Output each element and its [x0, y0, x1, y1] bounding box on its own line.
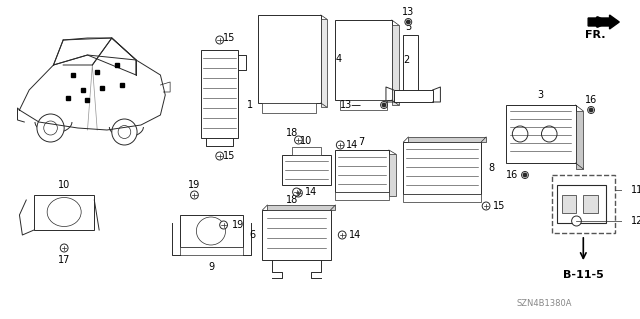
Bar [292, 147, 321, 155]
Text: 11: 11 [630, 185, 640, 195]
Text: 10: 10 [58, 180, 70, 190]
Circle shape [294, 136, 302, 144]
Bar [335, 192, 389, 200]
Bar [575, 111, 583, 169]
Text: 12: 12 [630, 216, 640, 226]
Circle shape [405, 19, 412, 26]
Text: 15: 15 [493, 201, 505, 211]
Circle shape [191, 191, 198, 199]
Text: 7: 7 [358, 137, 365, 147]
Bar [403, 35, 418, 100]
Circle shape [37, 114, 64, 142]
Text: SZN4B1380A: SZN4B1380A [516, 299, 572, 308]
Circle shape [524, 173, 527, 177]
Bar [335, 150, 389, 192]
Circle shape [337, 141, 344, 149]
Circle shape [482, 202, 490, 210]
Bar [562, 195, 577, 213]
Text: 8: 8 [488, 163, 494, 173]
Text: 3: 3 [538, 90, 543, 100]
Bar [201, 50, 238, 138]
Text: 17: 17 [58, 255, 70, 265]
Text: B-11-5: B-11-5 [563, 270, 604, 280]
Circle shape [60, 244, 68, 252]
Bar [403, 194, 481, 202]
Circle shape [572, 216, 581, 226]
Bar [34, 195, 94, 230]
Bar [403, 142, 481, 194]
Circle shape [541, 126, 557, 142]
Circle shape [339, 231, 346, 239]
Bar [321, 19, 326, 107]
Text: 2: 2 [403, 55, 410, 65]
Circle shape [382, 103, 386, 107]
Bar [408, 137, 486, 142]
Circle shape [216, 36, 223, 44]
Bar [583, 195, 598, 213]
Text: FR.: FR. [585, 30, 605, 40]
Bar [335, 20, 392, 100]
Bar [552, 175, 616, 233]
Circle shape [118, 125, 131, 138]
Circle shape [220, 221, 227, 229]
Bar [268, 205, 335, 210]
Text: 6: 6 [250, 230, 256, 240]
Text: 14: 14 [346, 140, 358, 150]
Circle shape [522, 172, 529, 179]
Text: 5: 5 [405, 22, 412, 32]
Text: 1: 1 [247, 100, 253, 110]
Text: 18: 18 [285, 195, 298, 205]
Bar [258, 15, 321, 103]
Text: 13—: 13— [340, 100, 362, 110]
Text: 9: 9 [208, 262, 214, 272]
Text: 4: 4 [335, 54, 341, 64]
Circle shape [294, 189, 302, 197]
Circle shape [44, 121, 58, 135]
Text: 19: 19 [188, 180, 200, 190]
FancyArrow shape [588, 15, 620, 29]
Text: 14: 14 [305, 187, 317, 197]
Bar [262, 210, 330, 260]
Text: 10: 10 [300, 136, 312, 146]
Circle shape [588, 107, 595, 114]
Bar [180, 247, 243, 255]
Bar [557, 185, 605, 223]
Bar [262, 103, 316, 113]
Circle shape [589, 108, 593, 112]
Bar [392, 25, 399, 105]
Text: 15: 15 [223, 33, 236, 43]
Circle shape [381, 101, 387, 108]
Text: 14: 14 [349, 230, 361, 240]
Bar [394, 90, 433, 102]
Text: 19: 19 [232, 220, 244, 230]
Circle shape [216, 152, 223, 160]
Text: 16: 16 [585, 95, 597, 105]
Text: 15: 15 [223, 151, 236, 161]
Text: 16: 16 [506, 170, 518, 180]
Bar [389, 154, 396, 196]
Bar [282, 155, 330, 185]
Circle shape [112, 119, 137, 145]
Text: 18: 18 [285, 128, 298, 138]
Circle shape [292, 188, 300, 196]
Bar [180, 215, 243, 247]
Bar [340, 100, 387, 110]
Circle shape [513, 126, 528, 142]
Text: 13: 13 [402, 7, 415, 17]
Bar [506, 105, 575, 163]
Circle shape [406, 20, 410, 24]
